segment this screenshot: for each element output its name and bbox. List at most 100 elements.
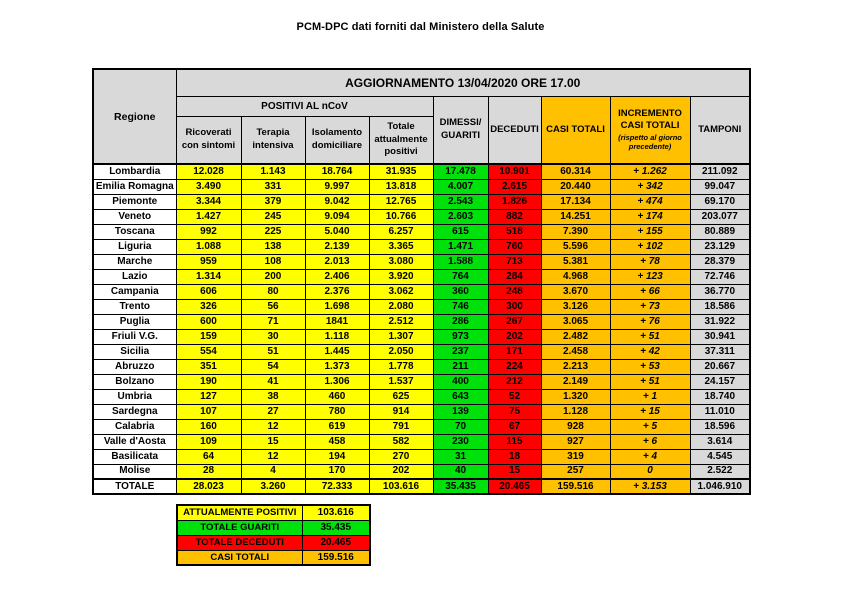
casi-totali-cell: 3.065 bbox=[540, 313, 611, 330]
header-incremento-label: INCREMENTO CASI TOTALI bbox=[618, 107, 682, 132]
terapia-cell: 200 bbox=[240, 268, 306, 285]
region-name: Valle d'Aosta bbox=[92, 433, 177, 450]
casi-totali-cell: 7.390 bbox=[540, 223, 611, 240]
totale-positivi-cell: 582 bbox=[368, 433, 434, 450]
incremento-cell: + 474 bbox=[609, 193, 691, 210]
casi-totali-cell: 1.128 bbox=[540, 403, 611, 420]
tamponi-cell: 30.941 bbox=[689, 328, 751, 345]
region-row: Liguria 1.088 138 2.139 3.365 1.471 760 … bbox=[92, 238, 751, 255]
casi-totali-cell: 2.458 bbox=[540, 343, 611, 360]
ricoverati-cell: 109 bbox=[175, 433, 242, 450]
deceduti-cell: 267 bbox=[487, 313, 542, 330]
incremento-cell: + 1 bbox=[609, 388, 691, 405]
region-row: Piemonte 3.344 379 9.042 12.765 2.543 1.… bbox=[92, 193, 751, 210]
deceduti-cell: 202 bbox=[487, 328, 542, 345]
dimessi-cell: 360 bbox=[432, 283, 489, 300]
header-row-subcolumns: Ricoverati con sintomi Terapia intensiva… bbox=[93, 115, 750, 165]
ricoverati-cell: 64 bbox=[175, 448, 242, 465]
summary-row: ATTUALMENTE POSITIVI 103.616 bbox=[176, 504, 371, 521]
ricoverati-cell: 12.028 bbox=[175, 163, 242, 180]
region-row: Lombardia 12.028 1.143 18.764 31.935 17.… bbox=[92, 163, 751, 180]
totale-positivi-cell: 2.050 bbox=[368, 343, 434, 360]
casi-totali-cell: 17.134 bbox=[540, 193, 611, 210]
header-tamponi: TAMPONI bbox=[689, 95, 751, 165]
totale-positivi-cell: 6.257 bbox=[368, 223, 434, 240]
casi-totali-cell: 2.482 bbox=[540, 328, 611, 345]
region-row: Emilia Romagna 3.490 331 9.997 13.818 4.… bbox=[92, 178, 751, 195]
tamponi-cell: 3.614 bbox=[689, 433, 751, 450]
ricoverati-cell: 3.344 bbox=[175, 193, 242, 210]
terapia-cell: 27 bbox=[240, 403, 306, 420]
totale-positivi-cell: 1.537 bbox=[368, 373, 434, 390]
terapia-cell: 245 bbox=[240, 208, 306, 225]
deceduti-cell: 75 bbox=[487, 403, 542, 420]
totale-tamponi-cell: 1.046.910 bbox=[689, 478, 751, 495]
casi-totali-cell: 319 bbox=[540, 448, 611, 465]
casi-totali-cell: 3.670 bbox=[540, 283, 611, 300]
dimessi-cell: 764 bbox=[432, 268, 489, 285]
incremento-cell: + 42 bbox=[609, 343, 691, 360]
deceduti-cell: 212 bbox=[487, 373, 542, 390]
totale-positivi-cell: 1.307 bbox=[368, 328, 434, 345]
casi-totali-cell: 2.149 bbox=[540, 373, 611, 390]
tamponi-cell: 28.379 bbox=[689, 253, 751, 270]
deceduti-cell: 52 bbox=[487, 388, 542, 405]
isolamento-cell: 5.040 bbox=[304, 223, 370, 240]
isolamento-cell: 1.118 bbox=[304, 328, 370, 345]
summary-table: ATTUALMENTE POSITIVI 103.616 TOTALE GUAR… bbox=[176, 504, 371, 566]
region-name: Abruzzo bbox=[92, 358, 177, 375]
covid-regions-table: Regione AGGIORNAMENTO 13/04/2020 ORE 17.… bbox=[92, 68, 751, 495]
isolamento-cell: 194 bbox=[304, 448, 370, 465]
incremento-cell: 0 bbox=[609, 463, 691, 480]
region-name: Piemonte bbox=[92, 193, 177, 210]
totale-positivi-cell: 2.080 bbox=[368, 298, 434, 315]
isolamento-cell: 170 bbox=[304, 463, 370, 480]
region-name: Puglia bbox=[92, 313, 177, 330]
region-name: Liguria bbox=[92, 238, 177, 255]
incremento-cell: + 76 bbox=[609, 313, 691, 330]
isolamento-cell: 1841 bbox=[304, 313, 370, 330]
region-row: Abruzzo 351 54 1.373 1.778 211 224 2.213… bbox=[92, 358, 751, 375]
totale-dimessi-cell: 35.435 bbox=[432, 478, 489, 495]
region-row: Puglia 600 71 1841 2.512 286 267 3.065 +… bbox=[92, 313, 751, 330]
header-regione: Regione bbox=[92, 68, 177, 165]
deceduti-cell: 67 bbox=[487, 418, 542, 435]
casi-totali-cell: 14.251 bbox=[540, 208, 611, 225]
terapia-cell: 108 bbox=[240, 253, 306, 270]
totale-casi-totali-cell: 159.516 bbox=[540, 478, 611, 495]
ricoverati-cell: 600 bbox=[175, 313, 242, 330]
totale-positivi-cell: 13.818 bbox=[368, 178, 434, 195]
ricoverati-cell: 3.490 bbox=[175, 178, 242, 195]
region-row: Umbria 127 38 460 625 643 52 1.320 + 1 1… bbox=[92, 388, 751, 405]
region-row: Molise 28 4 170 202 40 15 257 0 2.522 bbox=[92, 463, 751, 480]
terapia-cell: 12 bbox=[240, 418, 306, 435]
isolamento-cell: 9.042 bbox=[304, 193, 370, 210]
tamponi-cell: 18.596 bbox=[689, 418, 751, 435]
deceduti-cell: 224 bbox=[487, 358, 542, 375]
page-title: PCM-DPC dati forniti dal Ministero della… bbox=[296, 21, 545, 33]
isolamento-cell: 1.698 bbox=[304, 298, 370, 315]
header-dimessi-guariti: DIMESSI/ GUARITI bbox=[432, 95, 489, 165]
ricoverati-cell: 959 bbox=[175, 253, 242, 270]
header-incremento: INCREMENTO CASI TOTALI (rispetto al gior… bbox=[609, 95, 691, 165]
dimessi-cell: 40 bbox=[432, 463, 489, 480]
table-header: Regione AGGIORNAMENTO 13/04/2020 ORE 17.… bbox=[92, 68, 751, 165]
ricoverati-cell: 1.314 bbox=[175, 268, 242, 285]
incremento-cell: + 6 bbox=[609, 433, 691, 450]
terapia-cell: 54 bbox=[240, 358, 306, 375]
tamponi-cell: 20.667 bbox=[689, 358, 751, 375]
ricoverati-cell: 160 bbox=[175, 418, 242, 435]
dimessi-cell: 230 bbox=[432, 433, 489, 450]
header-row-banner: Regione AGGIORNAMENTO 13/04/2020 ORE 17.… bbox=[92, 68, 751, 165]
deceduti-cell: 760 bbox=[487, 238, 542, 255]
ricoverati-cell: 992 bbox=[175, 223, 242, 240]
totale-positivi-cell: 914 bbox=[368, 403, 434, 420]
dimessi-cell: 70 bbox=[432, 418, 489, 435]
terapia-cell: 1.143 bbox=[240, 163, 306, 180]
region-row: Sicilia 554 51 1.445 2.050 237 171 2.458… bbox=[92, 343, 751, 360]
ricoverati-cell: 1.427 bbox=[175, 208, 242, 225]
region-name: Lazio bbox=[92, 268, 177, 285]
totale-positivi-cell: 31.935 bbox=[368, 163, 434, 180]
tamponi-cell: 4.545 bbox=[689, 448, 751, 465]
summary-value: 20.465 bbox=[301, 534, 371, 551]
